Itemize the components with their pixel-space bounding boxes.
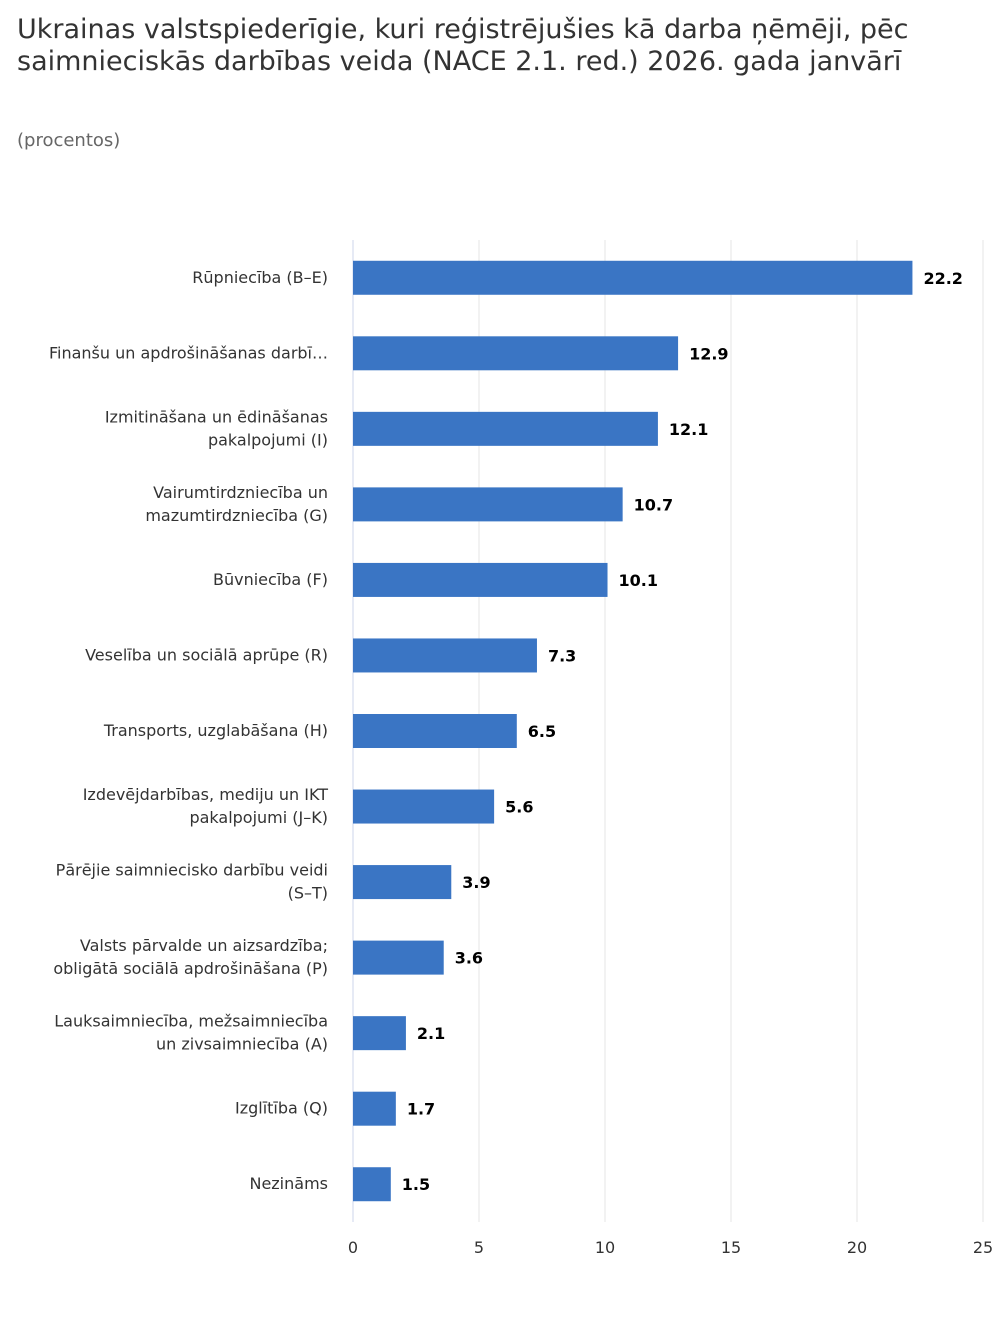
category-label: Pārējie saimniecisko darbību veidi (S–T) bbox=[56, 861, 328, 903]
x-tick-label: 25 bbox=[973, 1238, 993, 1257]
data-label: 10.7 bbox=[634, 495, 673, 514]
category-label-line: un zivsaimniecība (A) bbox=[156, 1035, 328, 1054]
data-label: 10.1 bbox=[619, 571, 658, 590]
category-label-line: Būvniecība (F) bbox=[213, 570, 328, 589]
category-label: Valsts pārvalde un aizsardzība; obligātā … bbox=[53, 936, 328, 978]
bar[interactable] bbox=[353, 260, 913, 295]
x-tick-label: 10 bbox=[595, 1238, 615, 1257]
data-label: 3.9 bbox=[462, 873, 490, 892]
category-label-line: Pārējie saimniecisko darbību veidi bbox=[56, 861, 328, 880]
category-label-line: (S–T) bbox=[288, 884, 328, 903]
category-label-line: pakalpojumi (I) bbox=[208, 430, 328, 449]
gridlines bbox=[352, 240, 984, 1222]
category-label: Izdevējdarbības, mediju un IKT pakalpojum… bbox=[83, 785, 329, 827]
data-label: 6.5 bbox=[528, 722, 556, 741]
bar[interactable] bbox=[353, 940, 444, 975]
category-label-line: Izglītība (Q) bbox=[235, 1099, 328, 1118]
category-label: Izmitināšana un ēdināšanas pakalpojumi (I… bbox=[105, 407, 328, 449]
category-label-line: Rūpniecība (B–E) bbox=[192, 268, 328, 287]
data-label: 12.1 bbox=[669, 420, 708, 439]
bar[interactable] bbox=[353, 638, 537, 673]
chart-title: Ukrainas valstspiederīgie, kuri reģistrē… bbox=[17, 14, 909, 77]
category-label: Izglītība (Q) bbox=[235, 1099, 328, 1118]
data-label: 2.1 bbox=[417, 1024, 445, 1043]
data-label: 1.7 bbox=[407, 1100, 435, 1119]
bar[interactable] bbox=[353, 1091, 396, 1126]
category-label-line: Izmitināšana un ēdināšanas bbox=[105, 407, 328, 426]
bar[interactable] bbox=[353, 1016, 406, 1051]
bar[interactable] bbox=[353, 411, 658, 446]
category-label-line: Transports, uzglabāšana (H) bbox=[103, 721, 328, 740]
category-label: Nezināms bbox=[249, 1174, 328, 1193]
category-label-line: Finanšu un apdrošināšanas darbī… bbox=[49, 343, 328, 362]
bar[interactable] bbox=[353, 789, 495, 824]
bar[interactable] bbox=[353, 714, 517, 748]
chart-subtitle: (procentos) bbox=[17, 130, 121, 151]
category-labels: Rūpniecība (B–E) Finanšu un apdrošināšana… bbox=[49, 268, 328, 1193]
category-label-line: Nezināms bbox=[249, 1174, 328, 1193]
category-label-line: obligātā sociālā apdrošināšana (P) bbox=[53, 959, 328, 978]
category-label: Lauksaimniecība, mežsaimniecība un zivsai… bbox=[54, 1012, 328, 1054]
category-label-line: Lauksaimniecība, mežsaimniecība bbox=[54, 1012, 328, 1031]
x-tick-label: 5 bbox=[474, 1238, 484, 1257]
category-label: Transports, uzglabāšana (H) bbox=[103, 721, 328, 740]
bar[interactable] bbox=[353, 562, 608, 597]
x-tick-label: 15 bbox=[721, 1238, 741, 1257]
bar[interactable] bbox=[353, 1167, 391, 1202]
data-labels: 22.2 12.9 12.1 10.7 10.1 7.3 6.5 5.6 3.9 3.6 2.1 1.… bbox=[402, 269, 963, 1194]
data-label: 5.6 bbox=[505, 798, 533, 817]
bar[interactable] bbox=[353, 865, 452, 900]
data-label: 22.2 bbox=[923, 269, 962, 288]
x-axis-tick-labels: 0 5 10 15 20 25 bbox=[348, 1238, 993, 1257]
category-label-line: Valsts pārvalde un aizsardzība; bbox=[80, 936, 328, 955]
category-label-line: Izdevējdarbības, mediju un IKT bbox=[83, 785, 329, 804]
data-label: 3.6 bbox=[455, 949, 483, 968]
data-label: 1.5 bbox=[402, 1175, 430, 1194]
x-tick-label: 20 bbox=[847, 1238, 867, 1257]
category-label-line: Vairumtirdzniecība un bbox=[153, 483, 328, 502]
category-label: Vairumtirdzniecība un mazumtirdzniecība (… bbox=[145, 483, 328, 525]
bars bbox=[353, 260, 913, 1202]
category-label-line: Veselība un sociālā aprūpe (R) bbox=[85, 645, 328, 664]
bar[interactable] bbox=[353, 487, 623, 522]
category-label: Finanšu un apdrošināšanas darbī… bbox=[49, 343, 328, 362]
category-label: Rūpniecība (B–E) bbox=[192, 268, 328, 287]
category-label: Būvniecība (F) bbox=[213, 570, 328, 589]
data-label: 7.3 bbox=[548, 646, 576, 665]
category-label-line: pakalpojumi (J–K) bbox=[189, 808, 328, 827]
bar[interactable] bbox=[353, 336, 679, 371]
category-label-line: mazumtirdzniecība (G) bbox=[145, 506, 328, 525]
category-label: Veselība un sociālā aprūpe (R) bbox=[85, 645, 328, 664]
x-tick-label: 0 bbox=[348, 1238, 358, 1257]
data-label: 12.9 bbox=[689, 344, 728, 363]
